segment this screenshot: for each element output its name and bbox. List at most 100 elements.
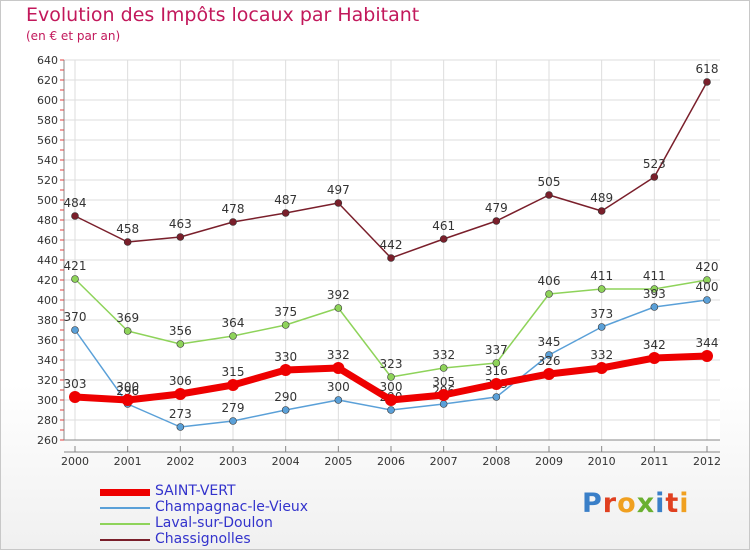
x-tick-label: 2011 <box>640 455 668 468</box>
data-point-chassignolles <box>492 217 501 225</box>
data-label-champagnac-le-vieux: 373 <box>590 307 613 321</box>
data-label-chassignolles: 463 <box>169 217 192 231</box>
data-label-champagnac-le-vieux: 296 <box>116 384 139 398</box>
data-label-saint-vert: 300 <box>380 380 403 394</box>
data-point-chassignolles <box>229 218 237 226</box>
data-label-chassignolles: 442 <box>380 238 403 252</box>
data-point-laval-sur-doulon <box>439 364 448 372</box>
data-point-saint-vert <box>69 391 81 403</box>
y-tick-label: 300 <box>37 394 58 407</box>
logo-letter: t <box>665 488 680 519</box>
data-point-chassignolles <box>597 207 606 215</box>
data-point-chassignolles <box>334 199 343 207</box>
data-label-champagnac-le-vieux: 393 <box>643 287 666 301</box>
data-label-saint-vert: 344 <box>696 336 719 350</box>
legend-label-laval-sur-doulon: Laval-sur-Doulon <box>155 515 273 531</box>
data-label-saint-vert: 330 <box>274 350 297 364</box>
proxiti-logo: Proxiti <box>582 488 690 519</box>
data-point-champagnac-le-vieux <box>71 326 79 334</box>
data-point-saint-vert <box>174 388 187 400</box>
legend-label-saint-vert: SAINT-VERT <box>155 483 236 499</box>
legend-swatch-chassignolles <box>100 539 150 541</box>
data-point-champagnac-le-vieux <box>650 303 659 311</box>
logo-letter: x <box>636 488 656 519</box>
y-tick-label: 560 <box>37 134 58 147</box>
data-point-laval-sur-doulon <box>71 275 79 283</box>
data-label-saint-vert: 332 <box>590 348 613 362</box>
data-point-champagnac-le-vieux <box>387 406 395 414</box>
data-point-saint-vert <box>227 379 239 391</box>
data-label-chassignolles: 505 <box>538 175 561 189</box>
y-tick-label: 480 <box>37 214 58 227</box>
y-tick-label: 260 <box>37 434 58 447</box>
data-label-saint-vert: 306 <box>169 374 192 388</box>
x-tick-label: 2000 <box>61 455 89 468</box>
legend-label-chassignolles: Chassignolles <box>155 531 251 547</box>
logo-letter: i <box>655 488 666 519</box>
y-tick-label: 520 <box>37 174 58 187</box>
x-tick-label: 2002 <box>166 455 194 468</box>
data-point-chassignolles <box>545 191 553 199</box>
x-tick-label: 2001 <box>114 455 142 468</box>
legend-item-champagnac-le-vieux: Champagnac-le-Vieux <box>100 499 360 516</box>
legend-item-laval-sur-doulon: Laval-sur-Doulon <box>100 515 360 532</box>
data-label-champagnac-le-vieux: 290 <box>274 390 297 404</box>
chart-title: Evolution des Impôts locaux par Habitant <box>26 4 420 26</box>
data-label-chassignolles: 478 <box>222 202 245 216</box>
data-point-saint-vert <box>490 378 503 390</box>
data-point-chassignolles <box>650 173 659 181</box>
data-point-champagnac-le-vieux <box>492 393 501 401</box>
data-point-laval-sur-doulon <box>281 321 290 329</box>
data-point-champagnac-le-vieux <box>281 406 290 414</box>
y-tick-label: 460 <box>37 234 58 247</box>
data-point-laval-sur-doulon <box>492 359 501 367</box>
data-label-champagnac-le-vieux: 370 <box>64 310 87 324</box>
data-point-champagnac-le-vieux <box>229 417 237 425</box>
data-label-chassignolles: 487 <box>274 193 297 207</box>
data-point-chassignolles <box>281 209 290 217</box>
data-point-saint-vert <box>385 394 397 406</box>
y-tick-label: 500 <box>37 194 58 207</box>
y-tick-label: 600 <box>37 94 58 107</box>
data-point-champagnac-le-vieux <box>703 296 711 304</box>
x-tick-label: 2005 <box>324 455 352 468</box>
y-tick-label: 280 <box>37 414 58 427</box>
legend-label-champagnac-le-vieux: Champagnac-le-Vieux <box>155 499 309 515</box>
data-label-saint-vert: 300 <box>116 380 139 394</box>
data-label-laval-sur-doulon: 369 <box>116 311 139 325</box>
data-point-saint-vert <box>543 368 555 380</box>
x-tick-label: 2004 <box>272 455 300 468</box>
y-tick-label: 420 <box>37 274 58 287</box>
x-tick-label: 2007 <box>430 455 458 468</box>
legend-swatch-champagnac-le-vieux <box>100 507 150 509</box>
legend-swatch-saint-vert <box>100 488 150 496</box>
y-tick-label: 440 <box>37 254 58 267</box>
logo-letter: r <box>602 488 618 519</box>
data-label-champagnac-le-vieux: 300 <box>327 380 350 394</box>
logo-letter: i <box>679 488 690 519</box>
data-point-laval-sur-doulon <box>650 285 659 293</box>
legend-item-saint-vert: SAINT-VERT <box>100 483 360 500</box>
data-label-saint-vert: 315 <box>222 365 245 379</box>
y-tick-label: 400 <box>37 294 58 307</box>
data-point-laval-sur-doulon <box>123 327 132 335</box>
y-tick-label: 340 <box>37 354 58 367</box>
chart-legend: SAINT-VERT Champagnac-le-Vieux Laval-sur… <box>100 483 360 548</box>
data-point-chassignolles <box>703 78 711 86</box>
data-label-chassignolles: 458 <box>116 222 139 236</box>
y-tick-label: 540 <box>37 154 58 167</box>
data-label-champagnac-le-vieux: 400 <box>696 280 719 294</box>
x-tick-label: 2010 <box>588 455 616 468</box>
data-label-laval-sur-doulon: 356 <box>169 324 192 338</box>
x-tick-label: 2008 <box>482 455 510 468</box>
x-tick-label: 2006 <box>377 455 405 468</box>
data-point-chassignolles <box>387 254 395 262</box>
data-label-laval-sur-doulon: 364 <box>222 316 245 330</box>
data-label-chassignolles: 484 <box>64 196 87 210</box>
data-label-saint-vert: 305 <box>432 375 455 389</box>
data-point-laval-sur-doulon <box>545 290 553 298</box>
data-label-laval-sur-doulon: 421 <box>64 259 87 273</box>
data-label-laval-sur-doulon: 392 <box>327 288 350 302</box>
legend-swatch-laval-sur-doulon <box>100 523 150 525</box>
data-point-saint-vert <box>648 352 661 364</box>
